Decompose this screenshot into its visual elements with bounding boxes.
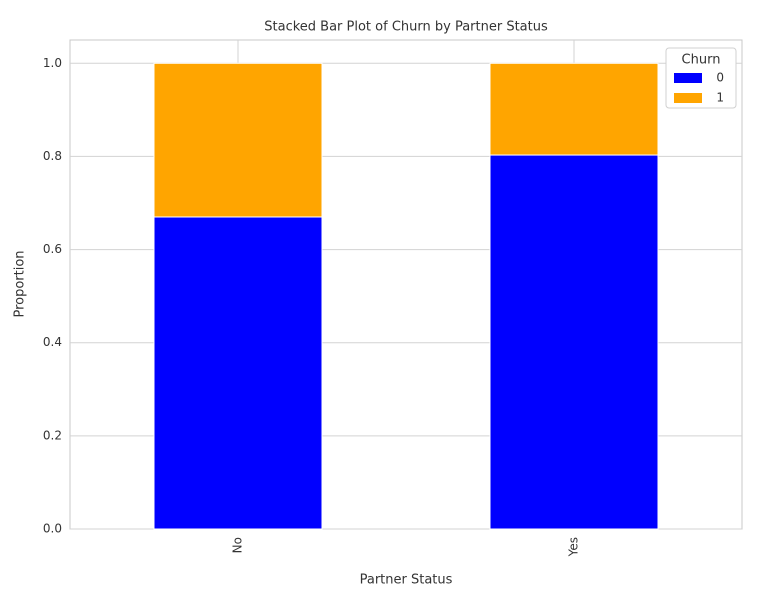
bar-segment — [489, 62, 659, 156]
x-axis-label: Partner Status — [360, 573, 453, 588]
legend-swatch — [674, 93, 702, 103]
legend: Churn 0 1 — [665, 47, 737, 109]
legend-title: Churn — [682, 53, 721, 68]
legend-label: 1 — [716, 91, 724, 105]
y-tick-label: 0.8 — [43, 149, 62, 163]
legend-swatch — [674, 73, 702, 83]
y-tick-label: 0.0 — [43, 522, 62, 536]
y-tick-label: 1.0 — [43, 56, 62, 70]
bar-segment — [153, 62, 323, 218]
y-tick-label: 0.2 — [43, 428, 62, 442]
bars — [153, 62, 659, 530]
y-axis-label: Proportion — [13, 250, 28, 317]
y-tick-label: 0.4 — [43, 335, 62, 349]
y-tick-label: 0.6 — [43, 242, 62, 256]
bar-segment — [153, 216, 323, 530]
chart-title: Stacked Bar Plot of Churn by Partner Sta… — [264, 20, 548, 35]
x-tick-label: No — [231, 537, 245, 553]
x-tick-label: Yes — [567, 537, 581, 557]
legend-label: 0 — [716, 71, 724, 85]
bar-segment — [489, 154, 659, 530]
